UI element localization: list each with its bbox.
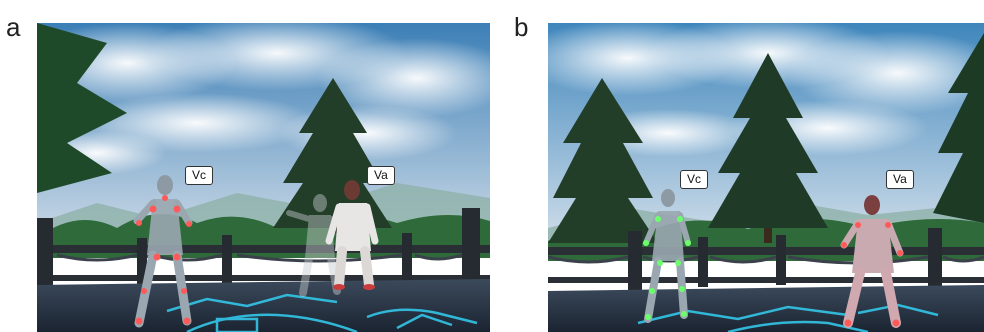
- avatar-icon: [133, 175, 193, 328]
- avatar-icon: [643, 189, 691, 323]
- floor-glow-pattern: [166, 293, 478, 332]
- panel-letter-a: a: [6, 12, 21, 42]
- avatar-icon: [840, 195, 904, 328]
- label-vc: Vc: [185, 166, 214, 185]
- label-va: Va: [886, 170, 914, 189]
- panel-letter-b: b: [514, 12, 529, 42]
- scene-b-image: [548, 23, 984, 332]
- vr-scene-a: Vc Va: [37, 23, 490, 332]
- vr-scene-b: Vc Va: [548, 23, 984, 332]
- floor-glow-pattern: [637, 303, 939, 332]
- tree-icon: [37, 23, 127, 193]
- floor: [548, 285, 984, 332]
- floor: [37, 279, 490, 332]
- tree-icon: [548, 78, 658, 243]
- tree-icon: [273, 78, 392, 233]
- tree-icon: [933, 33, 984, 223]
- label-vc: Vc: [680, 170, 709, 189]
- label-va: Va: [367, 166, 395, 185]
- scene-a-image: [37, 23, 490, 332]
- avatar-icon: [325, 180, 379, 290]
- tree-icon: [708, 53, 828, 243]
